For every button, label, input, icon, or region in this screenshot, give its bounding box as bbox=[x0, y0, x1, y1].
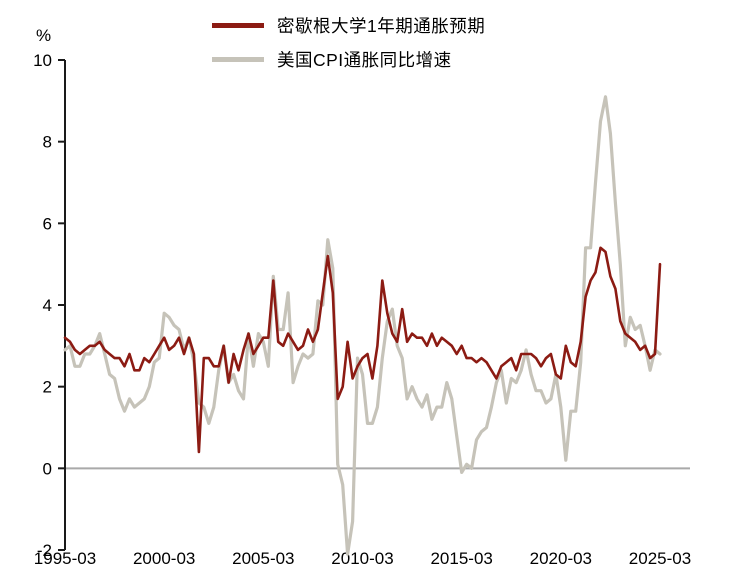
michigan-series-line-swatch bbox=[212, 22, 264, 28]
michigan-series-label: 密歇根大学1年期通胀预期 bbox=[277, 15, 486, 36]
y-axis-tick-label: 10 bbox=[33, 51, 52, 70]
series-line-1 bbox=[63, 95, 662, 556]
x-axis-tick-label: 2000-03 bbox=[133, 549, 195, 568]
x-axis-tick-label: 2005-03 bbox=[232, 549, 294, 568]
chart-legend: 密歇根大学1年期通胀预期 美国CPI通胀同比增速 bbox=[212, 12, 485, 80]
legend-item-michigan: 密歇根大学1年期通胀预期 bbox=[212, 12, 485, 38]
cpi-series-label: 美国CPI通胀同比增速 bbox=[277, 49, 452, 70]
x-axis-tick-label: 2020-03 bbox=[530, 549, 592, 568]
y-axis-unit-label: % bbox=[36, 26, 52, 45]
x-axis-tick-label: 2010-03 bbox=[331, 549, 393, 568]
legend-item-cpi: 美国CPI通胀同比增速 bbox=[212, 46, 485, 72]
x-axis-tick-label: 2025-03 bbox=[629, 549, 691, 568]
cpi-series-line-swatch bbox=[212, 56, 264, 62]
y-axis-tick-label: -2 bbox=[37, 541, 52, 560]
x-axis-tick-label: 2015-03 bbox=[430, 549, 492, 568]
y-axis-tick-label: 8 bbox=[43, 133, 52, 152]
x-axis-tick-label: 1995-03 bbox=[34, 549, 96, 568]
y-axis-tick-label: 4 bbox=[43, 296, 52, 315]
series-line-0 bbox=[63, 246, 662, 454]
y-axis-tick-label: 6 bbox=[43, 214, 52, 233]
y-axis-tick-label: 2 bbox=[43, 378, 52, 397]
y-axis-tick-label: 0 bbox=[43, 459, 52, 478]
